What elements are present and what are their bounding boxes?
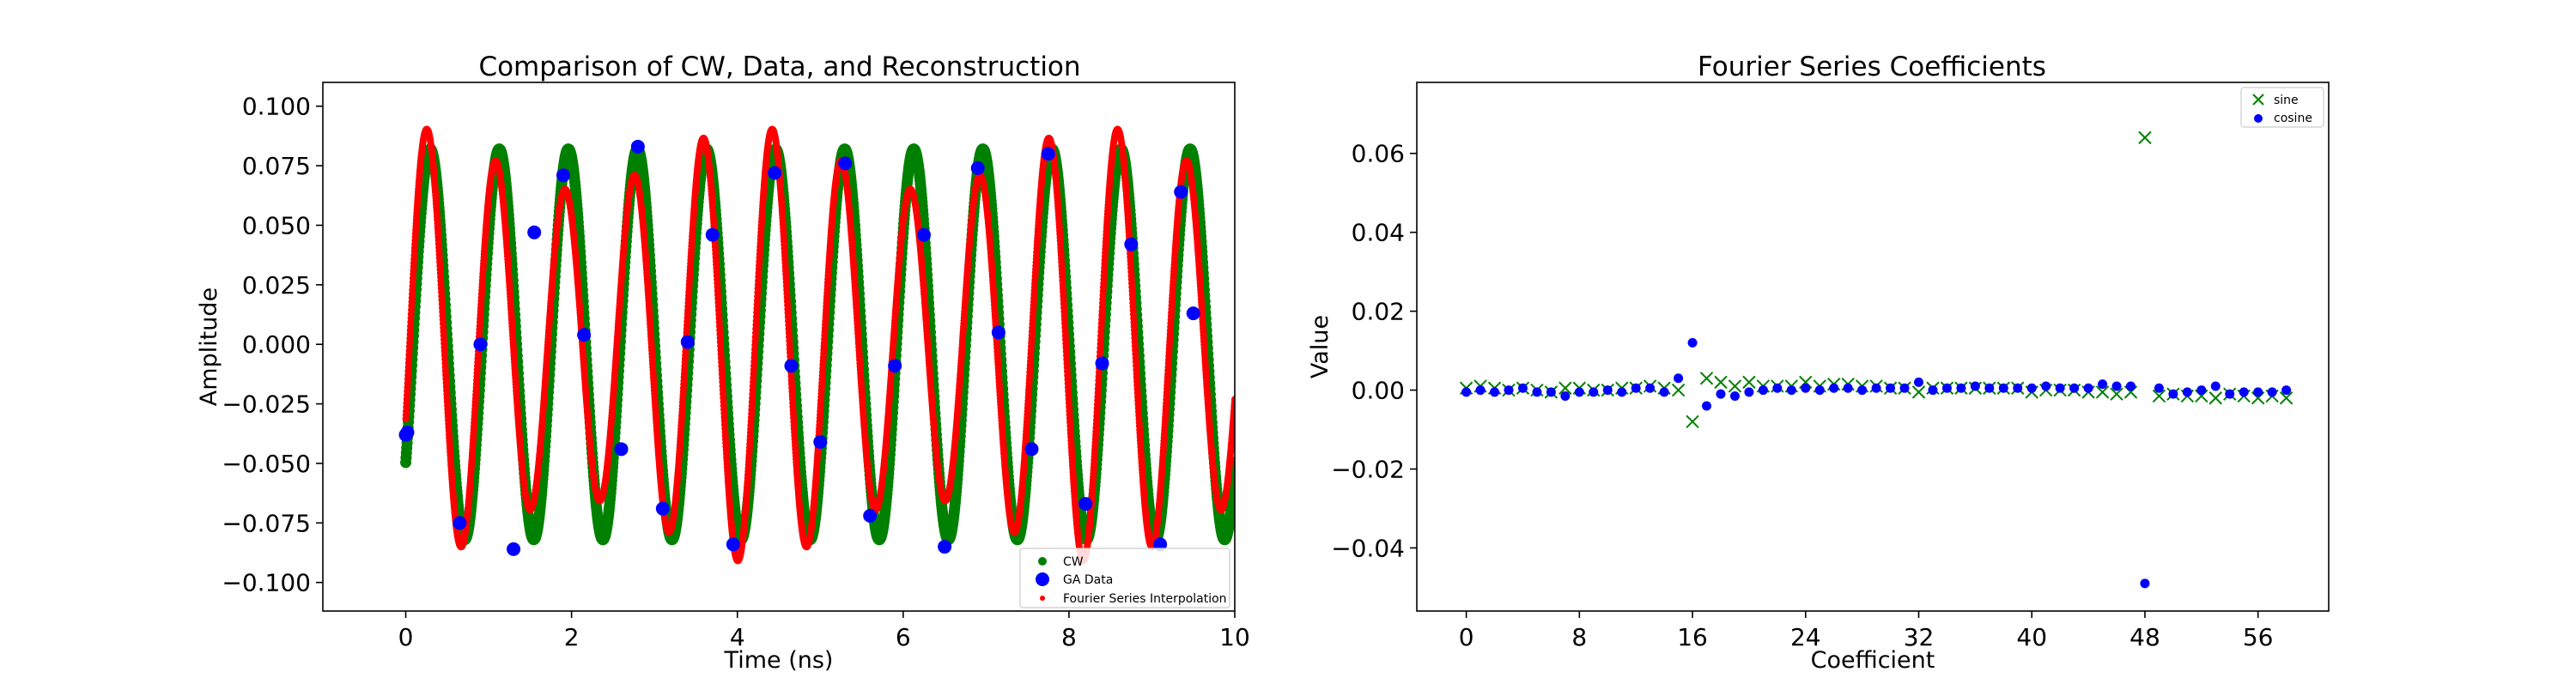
chart-title: Comparison of CW, Data, and Reconstructi… xyxy=(478,51,1080,82)
chart-waveform-comparison: Comparison of CW, Data, and Reconstructi… xyxy=(196,51,1250,674)
plot-area xyxy=(398,125,1235,565)
